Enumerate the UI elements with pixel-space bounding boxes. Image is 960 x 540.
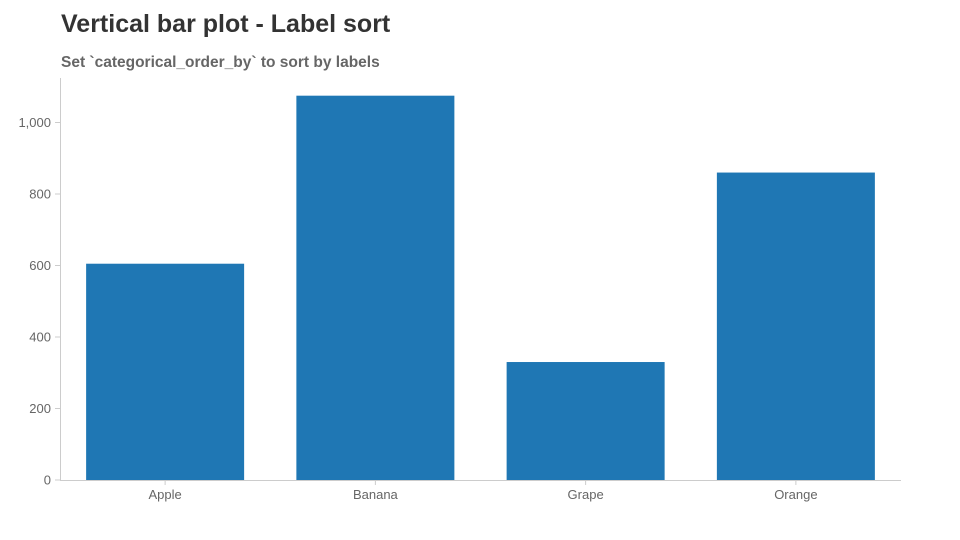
x-tick-label: Banana [353, 487, 399, 502]
chart-subtitle: Set `categorical_order_by` to sort by la… [61, 54, 380, 71]
x-tick-label: Apple [149, 487, 182, 502]
y-tick-label: 0 [44, 473, 51, 488]
y-tick-label: 600 [29, 258, 51, 273]
y-axis-ticks: 0 200 400 600 800 1,000 [18, 115, 60, 488]
bar-orange[interactable] [716, 172, 875, 481]
x-tick-label: Orange [774, 487, 817, 502]
x-axis-ticks: Apple Banana Grape Orange [149, 480, 818, 502]
y-axis: 0 200 400 600 800 1,000 [18, 78, 61, 488]
chart-title: Vertical bar plot - Label sort [61, 10, 391, 38]
bar-apple[interactable] [86, 263, 245, 480]
bars [86, 95, 875, 481]
x-tick-label: Grape [568, 487, 604, 502]
bar-banana[interactable] [296, 95, 455, 480]
y-tick-label: 800 [29, 187, 51, 202]
bar-grape[interactable] [506, 362, 665, 480]
y-tick-label: 1,000 [18, 115, 51, 130]
y-tick-label: 200 [29, 401, 51, 416]
x-axis: Apple Banana Grape Orange [60, 480, 901, 502]
y-tick-label: 400 [29, 330, 51, 345]
